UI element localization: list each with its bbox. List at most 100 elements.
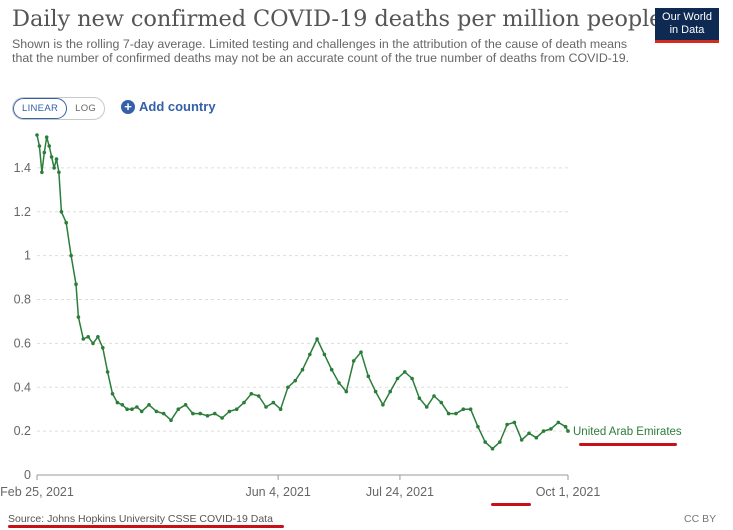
logo-line-2: in Data	[669, 24, 705, 36]
chart-subtitle: Shown is the rolling 7-day average. Limi…	[12, 37, 630, 65]
data-point	[130, 407, 134, 412]
data-point	[476, 424, 480, 429]
data-point	[120, 403, 125, 407]
y-tick-label: 0.4	[14, 380, 31, 394]
data-point	[205, 414, 210, 418]
line-chart: 0 0.2 0.4 0.6 0.8 1 1.2 1.4 Feb 25, 2021 Jun 4, 2…	[0, 133, 682, 499]
x-tick-label: Oct 1, 2021	[536, 485, 601, 499]
data-point	[37, 144, 42, 148]
data-point	[329, 367, 334, 372]
data-point	[549, 427, 553, 431]
data-point	[249, 392, 254, 396]
data-point	[388, 389, 393, 394]
data-point	[198, 411, 202, 416]
annotation-underline-source	[8, 525, 284, 528]
source-link[interactable]: Source: Johns Hopkins University CSSE CO…	[8, 513, 273, 525]
data-point	[264, 405, 268, 409]
data-point	[40, 170, 44, 175]
data-point	[191, 411, 195, 416]
data-point	[35, 133, 39, 137]
data-point	[410, 376, 414, 381]
y-tick-label: 0.6	[14, 336, 31, 350]
data-point	[366, 374, 371, 379]
data-point	[59, 210, 64, 214]
data-point	[52, 166, 56, 170]
data-point	[432, 394, 436, 398]
data-point	[381, 403, 385, 407]
data-point	[351, 359, 356, 363]
y-tick-label: 0.2	[14, 424, 31, 438]
data-point	[227, 409, 232, 414]
annotation-underline-oct1	[491, 503, 531, 506]
data-point	[468, 407, 473, 412]
data-point	[395, 376, 400, 381]
data-point	[110, 392, 115, 396]
add-country-button[interactable]: + Add country	[121, 99, 216, 114]
data-point	[176, 407, 181, 412]
data-point	[234, 407, 239, 412]
owid-logo[interactable]: Our World in Data	[655, 8, 719, 43]
data-point	[220, 416, 224, 420]
data-point	[461, 407, 466, 412]
data-point	[439, 400, 444, 405]
data-point	[322, 352, 327, 357]
data-point	[483, 440, 488, 444]
data-point	[566, 429, 570, 433]
data-point	[242, 400, 246, 405]
data-point	[563, 424, 568, 429]
chart-title: Daily new confirmed COVID-19 deaths per …	[12, 6, 663, 32]
data-point	[403, 370, 407, 374]
data-point	[541, 429, 546, 433]
data-point	[256, 394, 261, 398]
add-country-label: Add country	[139, 99, 216, 114]
y-tick-label: 0.8	[14, 293, 31, 307]
x-tick-label: Jun 4, 2021	[245, 485, 310, 499]
data-point	[69, 253, 73, 258]
x-tick-label: Feb 25, 2021	[0, 485, 74, 499]
data-point	[125, 407, 129, 412]
data-point	[293, 378, 298, 383]
data-point	[161, 411, 166, 416]
data-point	[139, 409, 144, 414]
plus-circle-icon: +	[121, 99, 135, 114]
data-point	[76, 315, 81, 319]
data-point	[64, 220, 68, 225]
y-tick-label: 0	[24, 468, 31, 482]
data-point	[74, 282, 78, 286]
data-point	[286, 385, 290, 390]
log-scale-button[interactable]: LOG	[75, 103, 97, 114]
scale-toggle[interactable]: LINEAR LOG	[12, 97, 106, 120]
data-point	[498, 440, 502, 444]
data-point	[213, 411, 217, 416]
data-point	[373, 389, 378, 394]
data-point	[300, 367, 305, 372]
y-tick-label: 1.2	[14, 205, 31, 219]
y-tick-label: 1.4	[14, 161, 31, 175]
data-point	[519, 438, 524, 442]
series-label: United Arab Emirates	[573, 426, 682, 438]
data-point	[44, 135, 49, 139]
data-point	[81, 337, 86, 341]
data-point	[47, 144, 51, 148]
data-point	[135, 405, 139, 409]
logo-bar	[655, 40, 719, 43]
data-point	[454, 411, 458, 416]
data-point	[91, 341, 95, 346]
data-point	[49, 155, 54, 159]
data-point	[315, 337, 319, 341]
data-point	[534, 435, 539, 440]
data-point	[115, 400, 120, 405]
data-point	[57, 170, 61, 175]
linear-scale-button[interactable]: LINEAR	[13, 98, 68, 119]
license-label[interactable]: CC BY	[684, 513, 717, 525]
data-point	[308, 352, 312, 357]
data-point	[556, 420, 561, 425]
data-point	[417, 396, 422, 401]
data-point	[271, 400, 276, 405]
annotation-underline-series	[579, 443, 677, 446]
data-point	[446, 411, 451, 416]
data-point	[147, 403, 151, 407]
data-point	[154, 409, 159, 414]
data-point	[505, 422, 509, 427]
y-tick-label: 1	[24, 249, 31, 263]
